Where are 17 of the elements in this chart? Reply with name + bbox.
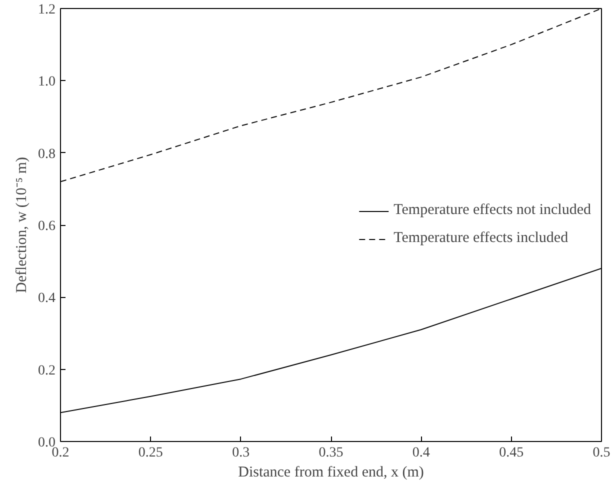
x-tick-label: 0.35 — [318, 446, 344, 460]
y-tick-label: 0.8 — [38, 146, 56, 162]
y-axis-title: Deflection, w (10⁻⁵ m) — [14, 156, 30, 294]
y-tick-label: 1.2 — [38, 2, 56, 18]
x-axis-title: Distance from fixed end, x (m) — [238, 464, 424, 480]
x-tick-label: 0.2 — [52, 446, 70, 460]
x-tick-label: 0.45 — [499, 446, 524, 460]
y-tick-label: 1.0 — [38, 74, 56, 90]
legend-label: Temperature effects included — [394, 230, 568, 247]
x-tick-label: 0.25 — [138, 446, 163, 460]
y-tick-label: 0.4 — [38, 291, 56, 306]
x-tick-label: 0.4 — [412, 446, 430, 460]
legend-label: Temperature effects not included — [394, 202, 591, 219]
y-tick-label: 0.6 — [38, 219, 56, 234]
y-tick-label: 0.2 — [38, 363, 56, 378]
x-tick-label: 0.5 — [592, 446, 610, 460]
x-tick-label: 0.3 — [232, 446, 250, 460]
